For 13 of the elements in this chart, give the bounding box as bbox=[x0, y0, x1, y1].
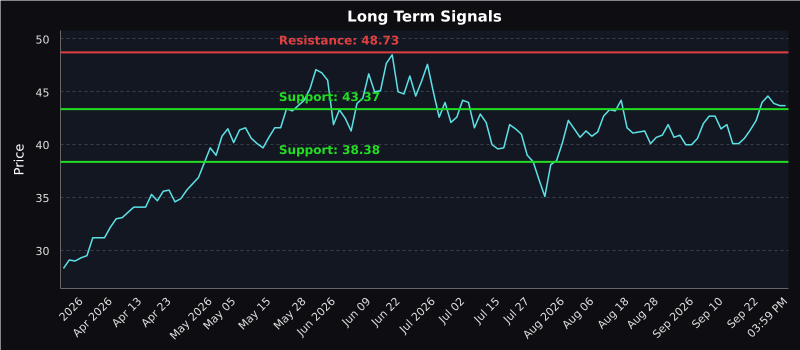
y-tick-label: 35 bbox=[36, 192, 50, 206]
chart-title: Long Term Signals bbox=[347, 8, 502, 26]
ref-line-label: Support: 38.38 bbox=[278, 142, 380, 157]
ref-line-label: Resistance: 48.73 bbox=[278, 33, 400, 48]
x-tick-label: Jul 02 bbox=[436, 294, 468, 327]
y-tick-label: 40 bbox=[36, 139, 50, 152]
line-series bbox=[62, 54, 786, 270]
y-axis-title: Price bbox=[12, 144, 28, 176]
x-tick-label: Jul 27 bbox=[500, 294, 532, 327]
y-tick-label: 45 bbox=[36, 86, 50, 100]
y-tick-label: 30 bbox=[36, 244, 50, 258]
y-tick-label: 50 bbox=[36, 33, 50, 46]
x-tick-label: Jul 15 bbox=[470, 294, 502, 327]
